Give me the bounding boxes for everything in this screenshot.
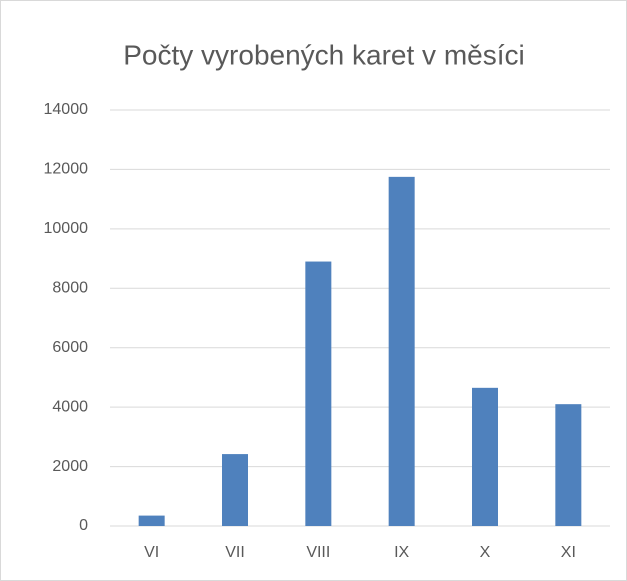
y-tick-label: 12000 xyxy=(44,161,89,178)
y-tick-label: 6000 xyxy=(52,339,88,356)
x-tick-label: VIII xyxy=(306,544,330,561)
bar xyxy=(305,261,332,526)
bar xyxy=(472,387,498,526)
y-tick-label: 0 xyxy=(79,517,88,534)
bar xyxy=(555,404,582,526)
bar xyxy=(222,454,248,526)
bar xyxy=(138,515,165,526)
x-tick-label: IX xyxy=(394,544,409,561)
chart-title: Počty vyrobených karet v měsíci xyxy=(123,39,524,70)
y-tick-label: 8000 xyxy=(52,280,88,297)
y-tick-label: 14000 xyxy=(44,101,89,118)
y-tick-label: 2000 xyxy=(52,458,88,475)
x-tick-label: VII xyxy=(225,544,245,561)
y-tick-label: 4000 xyxy=(52,398,88,415)
y-tick-label: 10000 xyxy=(44,220,89,237)
x-tick-label: XI xyxy=(561,544,576,561)
x-tick-label: X xyxy=(480,544,491,561)
bar xyxy=(388,176,415,526)
x-tick-label: VI xyxy=(144,544,159,561)
